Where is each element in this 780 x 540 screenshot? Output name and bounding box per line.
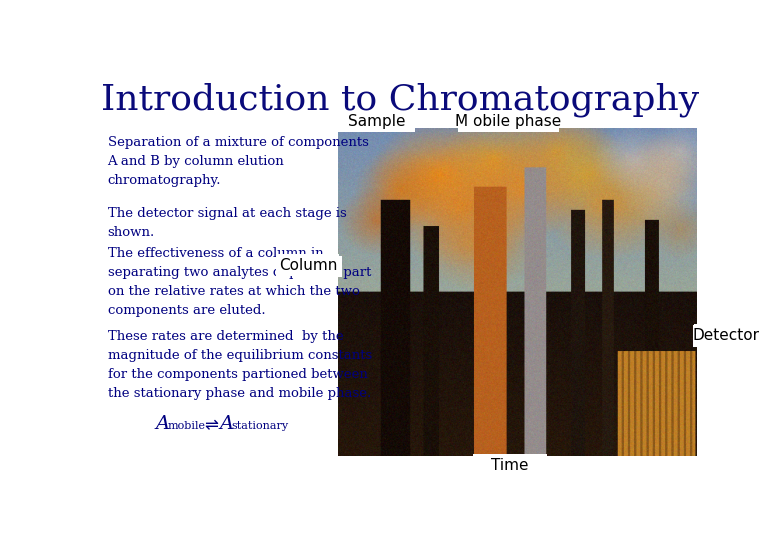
Text: The detector signal at each stage is
shown.: The detector signal at each stage is sho… (108, 207, 346, 239)
Bar (473, 455, 547, 475)
Text: A: A (156, 415, 170, 433)
Bar (458, 113, 558, 130)
Text: stationary: stationary (232, 421, 289, 431)
Text: Time: Time (491, 458, 529, 472)
Text: These rates are determined  by the
magnitude of the equilibrium constants
for th: These rates are determined by the magnit… (108, 330, 372, 401)
Text: Separation of a mixture of components
A and B by column elution
chromatography.: Separation of a mixture of components A … (108, 137, 368, 187)
Text: M obile phase: M obile phase (455, 114, 562, 129)
Bar (338, 256, 342, 278)
Text: Sample: Sample (348, 114, 406, 129)
Bar (338, 128, 415, 132)
Bar (693, 325, 697, 347)
Text: The effectiveness of a column in
separating two analytes depend in part
on the r: The effectiveness of a column in separat… (108, 247, 371, 318)
Text: A: A (219, 415, 233, 433)
Bar (338, 113, 415, 130)
Text: ⇌: ⇌ (204, 416, 218, 434)
Bar (276, 254, 339, 276)
Text: Detector: Detector (693, 328, 760, 342)
Bar (694, 323, 758, 345)
Text: Column: Column (279, 258, 338, 273)
Bar (473, 454, 547, 457)
Bar (458, 128, 558, 132)
Text: mobile: mobile (168, 421, 206, 431)
Text: Introduction to Chromatography: Introduction to Chromatography (101, 82, 699, 117)
